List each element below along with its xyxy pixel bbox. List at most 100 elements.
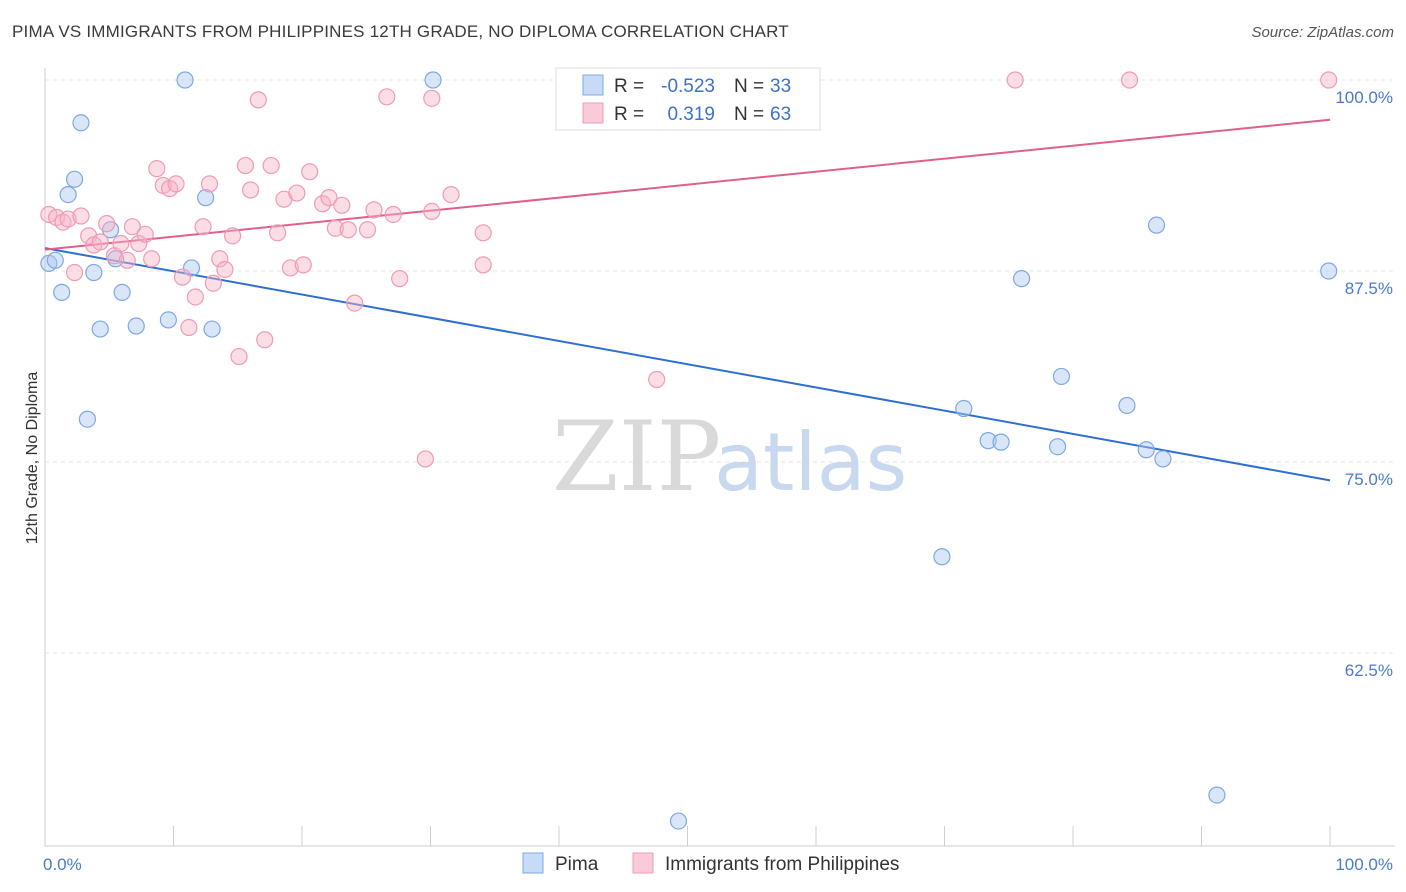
pima-point [1118, 396, 1136, 415]
pima-point [979, 432, 997, 450]
philippines-point [391, 270, 409, 288]
philippines-point [173, 268, 192, 286]
pima-point [53, 283, 71, 301]
philippines-point [442, 186, 460, 204]
chart-source: Source: ZipAtlas.com [1251, 24, 1394, 41]
stat-n-label-pima: N = [734, 76, 764, 97]
pima-point [1137, 441, 1155, 459]
philippines-point [186, 288, 204, 306]
pima-point [72, 114, 90, 132]
philippines-point [216, 260, 234, 279]
axes [44, 68, 1395, 847]
y-tick-labels: 62.5% 75.0% 87.5% 100.0% [1335, 88, 1393, 680]
philippines-point [123, 218, 141, 236]
philippines-point [1320, 71, 1338, 89]
philippines-point [326, 219, 345, 237]
philippines-point [98, 215, 116, 233]
philippines-point [167, 175, 185, 193]
trend-line-philippines [44, 118, 1331, 251]
pima-point [85, 263, 103, 282]
pima-point [127, 317, 145, 335]
stat-n-value-pima: 33 [770, 76, 791, 97]
x-tick-label-max: 100.0% [1335, 855, 1393, 874]
philippines-point [313, 195, 332, 213]
philippines-point [474, 256, 492, 274]
pima-point [46, 251, 64, 269]
y-tick-label: 100.0% [1335, 88, 1393, 107]
pima-point [669, 812, 688, 830]
philippines-point [648, 370, 666, 389]
watermark-atlas: atlas [714, 416, 907, 509]
legend: Pima Immigrants from Philippines [522, 852, 899, 875]
philippines-point [346, 294, 364, 312]
philippines-point [281, 259, 300, 277]
pima-point [159, 311, 177, 329]
x-tick-marks [44, 826, 1331, 846]
pima-point [59, 186, 77, 204]
philippines-point [320, 189, 338, 207]
philippines-point [423, 202, 441, 221]
y-tick-label: 87.5% [1345, 279, 1393, 298]
legend-swatch-philippines [632, 852, 654, 874]
philippines-point [180, 318, 198, 337]
philippines-point [384, 205, 402, 224]
philippines-point [236, 156, 255, 175]
philippines-point [54, 213, 72, 231]
philippines-point [288, 184, 306, 202]
philippines-point [91, 233, 109, 251]
pima-point [1320, 262, 1338, 280]
series-philippines-points [40, 71, 1338, 468]
philippines-point [262, 156, 280, 175]
philippines-point [143, 250, 161, 268]
stat-n-value-philippines: 63 [770, 104, 791, 125]
legend-swatch-pima [522, 852, 544, 874]
philippines-point [256, 331, 274, 349]
philippines-point [211, 250, 229, 268]
y-tick-label: 75.0% [1345, 470, 1393, 489]
pima-point [1052, 367, 1071, 386]
series-pima-points [40, 71, 1338, 830]
trend-lines [44, 118, 1331, 482]
philippines-point [423, 89, 441, 107]
philippines-point [416, 450, 434, 468]
philippines-point [333, 196, 351, 214]
philippines-point [72, 207, 90, 225]
philippines-point [148, 160, 166, 178]
pima-point [1147, 216, 1166, 234]
chart-title: PIMA VS IMMIGRANTS FROM PHILIPPINES 12TH… [12, 22, 789, 41]
pima-point [933, 548, 951, 566]
philippines-point [365, 201, 383, 219]
pima-point [113, 283, 131, 301]
trend-line-pima [44, 247, 1331, 482]
stats-box: R = -0.523 N = 33 R = 0.319 N = 63 [555, 67, 821, 131]
philippines-point [118, 251, 136, 269]
philippines-point [242, 181, 260, 199]
pima-point [176, 71, 194, 89]
philippines-point [112, 234, 130, 253]
pima-point [1154, 450, 1172, 468]
philippines-point [378, 88, 396, 106]
philippines-point [59, 210, 77, 228]
pima-point [65, 170, 84, 188]
pima-point [182, 259, 201, 277]
philippines-point [204, 274, 222, 292]
pima-point [203, 320, 221, 338]
stat-n-label-philippines: N = [734, 104, 764, 125]
watermark-zip: ZIP [552, 401, 721, 513]
philippines-point [200, 175, 219, 193]
y-axis-label: 12th Grade, No Diploma [24, 372, 41, 545]
philippines-point [294, 256, 312, 274]
stats-swatch-pima [582, 74, 604, 96]
pima-point [992, 433, 1010, 451]
pima-point [1048, 438, 1067, 456]
philippines-point [65, 263, 84, 282]
pima-point [424, 71, 442, 89]
legend-label-philippines: Immigrants from Philippines [665, 854, 899, 875]
philippines-point [358, 221, 377, 239]
y-tick-label: 62.5% [1345, 661, 1393, 680]
x-tick-label-min: 0.0% [43, 855, 82, 874]
philippines-point [130, 234, 148, 253]
philippines-point [194, 218, 212, 236]
pima-point [78, 410, 97, 428]
